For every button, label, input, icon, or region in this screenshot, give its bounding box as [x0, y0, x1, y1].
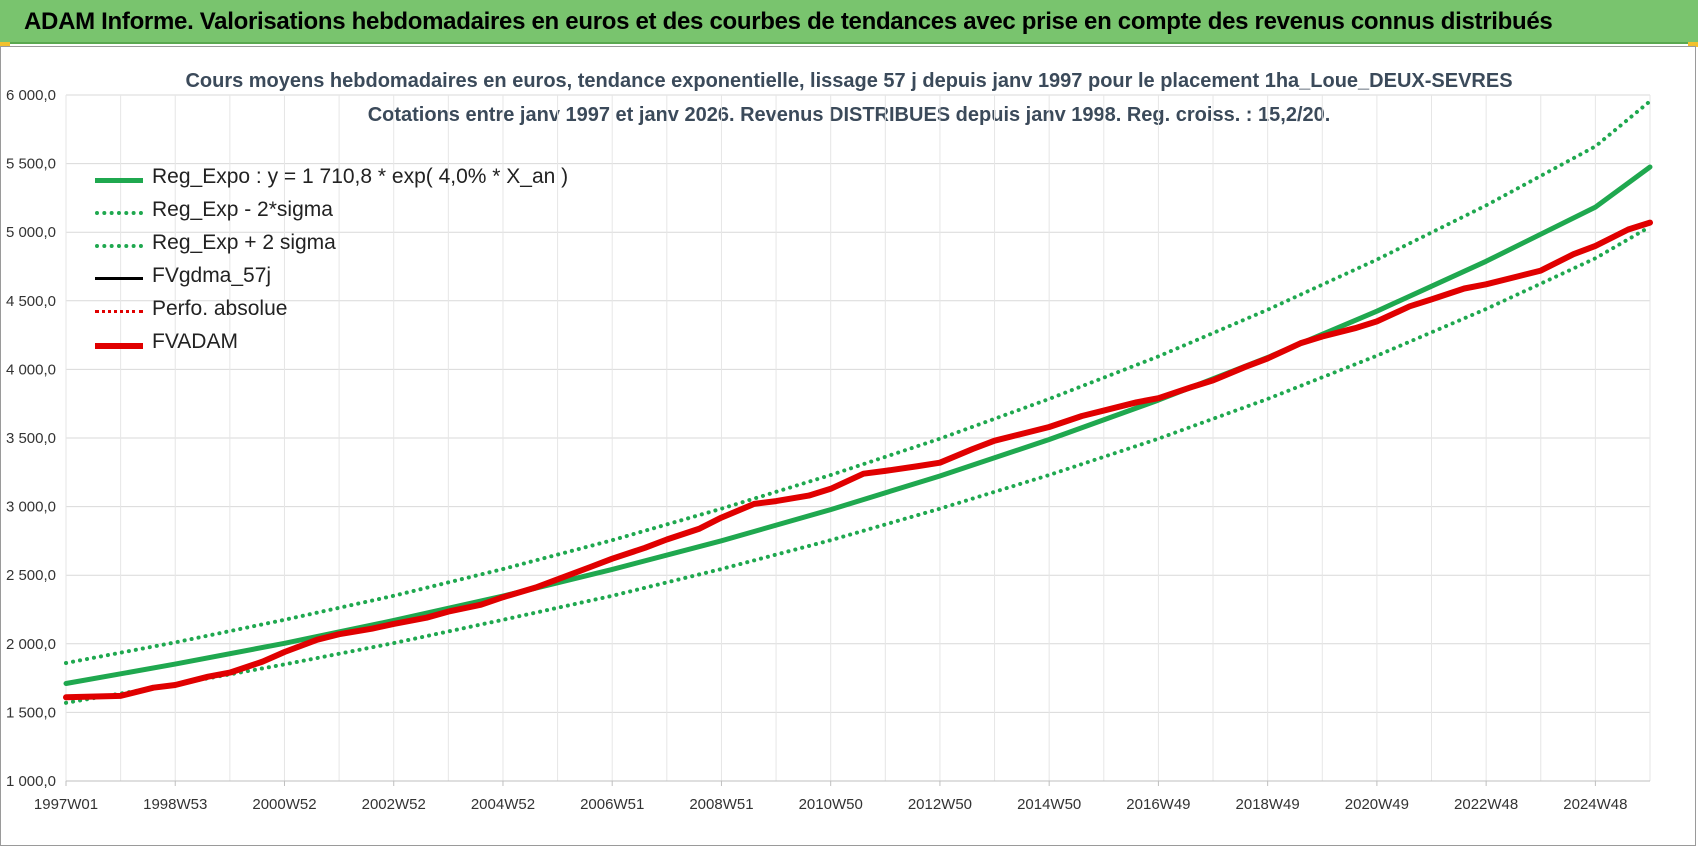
- chart-title-line2: Cotations entre janv 1997 et janv 2026. …: [367, 104, 1331, 126]
- corner-marker: [0, 42, 10, 47]
- legend-swatch: [95, 211, 143, 215]
- x-tick-label: 2004W52: [471, 796, 535, 813]
- corner-marker: [1688, 42, 1698, 47]
- x-tick-label: 2020W49: [1345, 796, 1409, 813]
- x-tick-label: 2016W49: [1126, 796, 1190, 813]
- series-line-5: [65, 221, 1651, 699]
- legend-label: FVADAM: [152, 330, 238, 353]
- x-tick-label: 2014W50: [1017, 796, 1081, 813]
- y-tick-label: 3 500,0: [6, 430, 56, 447]
- x-tick-label: 2018W49: [1236, 796, 1300, 813]
- legend-label: Reg_Expo : y = 1 710,8 * exp( 4,0% * X_a…: [152, 165, 569, 188]
- x-tick-label: 2000W52: [252, 796, 316, 813]
- legend-swatch: [95, 244, 143, 248]
- legend-label: Reg_Exp + 2 sigma: [152, 231, 336, 254]
- header-title: ADAM Informe. Valorisations hebdomadaire…: [24, 8, 1553, 35]
- y-tick-label: 4 000,0: [6, 361, 56, 378]
- x-tick-label: 2002W52: [362, 796, 426, 813]
- legend-item: Reg_Exp + 2 sigma: [95, 231, 575, 259]
- y-tick-label: 2 000,0: [6, 636, 56, 653]
- legend-item: Reg_Exp - 2*sigma: [95, 198, 575, 226]
- y-tick-label: 1 000,0: [6, 773, 56, 790]
- y-tick-label: 1 500,0: [6, 704, 56, 721]
- legend-label: FVgdma_57j: [152, 264, 272, 287]
- legend-swatch: [95, 277, 143, 280]
- x-tick-label: 2006W51: [580, 796, 644, 813]
- x-tick-label: 2008W51: [689, 796, 753, 813]
- axes: 1 000,0 1 500,0 2 000,0 2 500,0 3 000,0 3 500…: [6, 87, 1650, 813]
- y-tick-label: 4 500,0: [6, 293, 56, 310]
- y-tick-label: 3 000,0: [6, 499, 56, 516]
- chart-title-line1: Cours moyens hebdomadaires en euros, ten…: [185, 70, 1513, 92]
- series-line-3: [64, 99, 1652, 665]
- y-tick-label: 2 500,0: [6, 567, 56, 584]
- header-banner: ADAM Informe. Valorisations hebdomadaire…: [0, 0, 1698, 44]
- y-tick-label: 5 000,0: [6, 224, 56, 241]
- legend-item: FVgdma_57j: [95, 264, 575, 292]
- y-tick-label: 6 000,0: [6, 87, 56, 104]
- chart-frame: [0, 46, 1696, 846]
- series-group: [63, 99, 1653, 705]
- x-tick-label: 1997W01: [34, 796, 98, 813]
- legend-swatch: [95, 178, 143, 183]
- x-tick-label: 2012W50: [908, 796, 972, 813]
- legend-item: FVADAM: [95, 330, 575, 358]
- series-line-2: [64, 224, 1652, 705]
- x-tick-label: 2022W48: [1454, 796, 1518, 813]
- legend-label: Perfo. absolue: [152, 297, 288, 320]
- legend-swatch: [95, 310, 143, 313]
- y-tick-label: 5 500,0: [6, 156, 56, 173]
- legend-item: Reg_Expo : y = 1 710,8 * exp( 4,0% * X_a…: [95, 165, 575, 193]
- x-tick-label: 2010W50: [799, 796, 863, 813]
- x-tick-label: 2024W48: [1563, 796, 1627, 813]
- legend-label: Reg_Exp - 2*sigma: [152, 198, 333, 221]
- legend-swatch: [95, 343, 143, 349]
- legend-item: Perfo. absolue: [95, 297, 575, 325]
- x-tick-label: 1998W53: [143, 796, 207, 813]
